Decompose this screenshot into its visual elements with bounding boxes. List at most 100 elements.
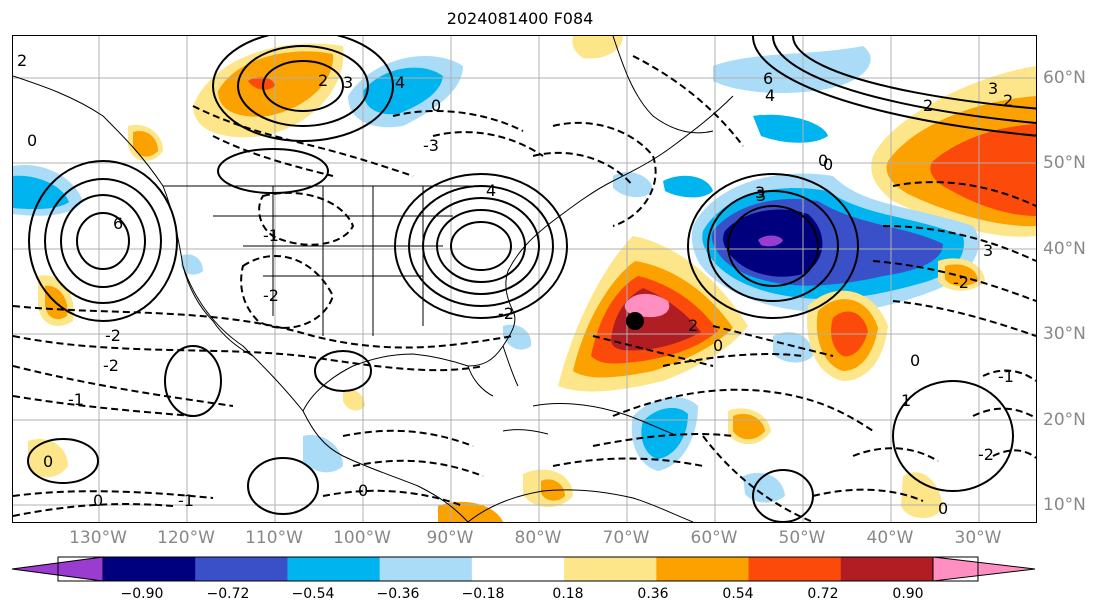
lon-label-70w: 70°W [602, 528, 650, 548]
contour-label: 2 [923, 96, 933, 115]
colorbar-segment [656, 557, 750, 581]
contour-label: 0 [823, 155, 833, 174]
lon-label-80w: 80°W [514, 528, 562, 548]
contour-label: 0 [431, 96, 441, 115]
contour-label: 2 [1003, 91, 1013, 110]
colorbar-arrow-right [932, 556, 1036, 582]
contour-label: 0 [938, 499, 948, 518]
shading-layer [13, 36, 1036, 522]
map-plot-area: 2 3 4 6 0 -1 -2 -3 4 3 0 0 6 4 3 2 -2 0 … [12, 35, 1037, 523]
lon-label-100w: 100°W [333, 528, 391, 548]
contour-label: -2 [263, 286, 279, 305]
colorbar-tick: 0.54 [722, 586, 754, 602]
contour-label: -1 [68, 390, 84, 409]
lon-label-60w: 60°W [690, 528, 738, 548]
colorbar-tick: −0.90 [120, 586, 164, 602]
contour-label: -2 [978, 445, 994, 464]
cold-anomaly-newfoundland [663, 175, 713, 198]
colorbar-segment [103, 557, 196, 581]
colorbar-segments [11, 556, 1036, 582]
lon-label-50w: 50°W [778, 528, 826, 548]
contour-label: 4 [765, 86, 775, 105]
colorbar-tick: 0.36 [637, 586, 669, 602]
contour-label: 3 [756, 186, 766, 205]
lon-label-120w: 120°W [157, 528, 215, 548]
contour-label-group: 2 3 4 6 0 -1 -2 -3 4 3 0 0 6 4 3 2 -2 0 … [17, 51, 1014, 518]
warm-anomaly-ne-atlantic-red [930, 124, 1036, 216]
colorbar-segment [748, 557, 842, 581]
colorbar-segment [840, 557, 934, 581]
warm-anomaly-venezuela [438, 501, 503, 522]
colorbar-tick: −0.72 [206, 586, 250, 602]
contour-label: 0 [27, 131, 37, 150]
contour-label: -2 [105, 326, 121, 345]
cold-anomaly-canada-cyan [363, 67, 443, 115]
center-marker [626, 312, 644, 330]
contour-label: 3 [983, 241, 993, 260]
contour-label: 6 [113, 214, 123, 233]
cold-anomaly-east-trop [773, 332, 813, 363]
colorbar-segment [471, 557, 565, 581]
warm-anomaly-east-core [945, 264, 978, 287]
colorbar-tick: 0.90 [892, 586, 924, 602]
lon-label-110w: 110°W [245, 528, 303, 548]
cold-anomaly-florida [613, 171, 653, 198]
lat-label-20n: 20°N [1043, 410, 1086, 430]
colorbar-tick: −0.36 [376, 586, 420, 602]
lon-label-90w: 90°W [426, 528, 474, 548]
colorbar-segment [195, 557, 288, 581]
colorbar-segment [564, 557, 657, 581]
lon-label-30w: 30°W [954, 528, 1002, 548]
contour-label: 0 [93, 491, 103, 510]
cold-anomaly-gulf [503, 324, 532, 350]
cold-anomaly-greenland [713, 46, 871, 93]
lon-label-130w: 130°W [69, 528, 127, 548]
lat-label-40n: 40°N [1043, 239, 1086, 259]
lat-label-50n: 50°N [1043, 153, 1086, 173]
warm-anomaly-canada-red [248, 76, 275, 90]
contour-label: 2 [318, 71, 328, 90]
colorbar [0, 555, 1105, 587]
contour-label: -2 [103, 356, 119, 375]
dashed-contours [13, 55, 1036, 522]
cold-anomaly-pacific [303, 435, 343, 473]
contour-label: 3 [343, 73, 353, 92]
lon-label-40w: 40°W [866, 528, 914, 548]
contour-label: -2 [498, 304, 514, 323]
contour-label: 4 [395, 73, 405, 92]
cold-anomaly-mid-atlantic-purple [758, 235, 783, 247]
contour-label: 1 [901, 391, 911, 410]
graticule [13, 36, 1036, 522]
contour-label: 0 [358, 481, 368, 500]
colorbar-svg [11, 556, 1036, 582]
solid-contours [27, 36, 1036, 522]
warm-anomaly-greenland [572, 36, 623, 59]
cold-anomaly-west-coast-core [13, 175, 69, 210]
map-title: 2024081400 F084 [446, 9, 594, 28]
contour-label: 0 [910, 351, 920, 370]
colorbar-segment [287, 557, 381, 581]
contour-label: 2 [17, 51, 27, 70]
map-svg: 2 3 4 6 0 -1 -2 -3 4 3 0 0 6 4 3 2 -2 0 … [13, 36, 1036, 522]
contour-label: 0 [713, 336, 723, 355]
contour-label: -1 [998, 367, 1014, 386]
contour-label: -3 [423, 136, 439, 155]
cold-anomaly-cape-verde [743, 472, 785, 503]
lat-label-10n: 10°N [1043, 495, 1086, 515]
colorbar-tick: 0.18 [552, 586, 584, 602]
warm-anomaly-africa [901, 472, 943, 518]
colorbar-segment [379, 557, 473, 581]
warm-anomaly-yellow-gulf [343, 389, 365, 411]
contour-label: 3 [755, 183, 765, 202]
warm-anomaly-alaska-core [133, 130, 158, 157]
contour-label: 2 [688, 316, 698, 335]
lat-label-60n: 60°N [1043, 68, 1086, 88]
warm-anomaly-canada-orange [218, 51, 334, 117]
warm-anomaly-pac-south [28, 438, 68, 478]
contour-label: -1 [178, 491, 194, 510]
warm-anomaly-atlantic-pink [624, 293, 670, 318]
contour-label: 0 [43, 452, 53, 471]
cold-anomaly-caribbean-core [641, 407, 688, 459]
cold-anomaly-labrador [753, 114, 828, 143]
colorbar-tick: 0.72 [807, 586, 839, 602]
